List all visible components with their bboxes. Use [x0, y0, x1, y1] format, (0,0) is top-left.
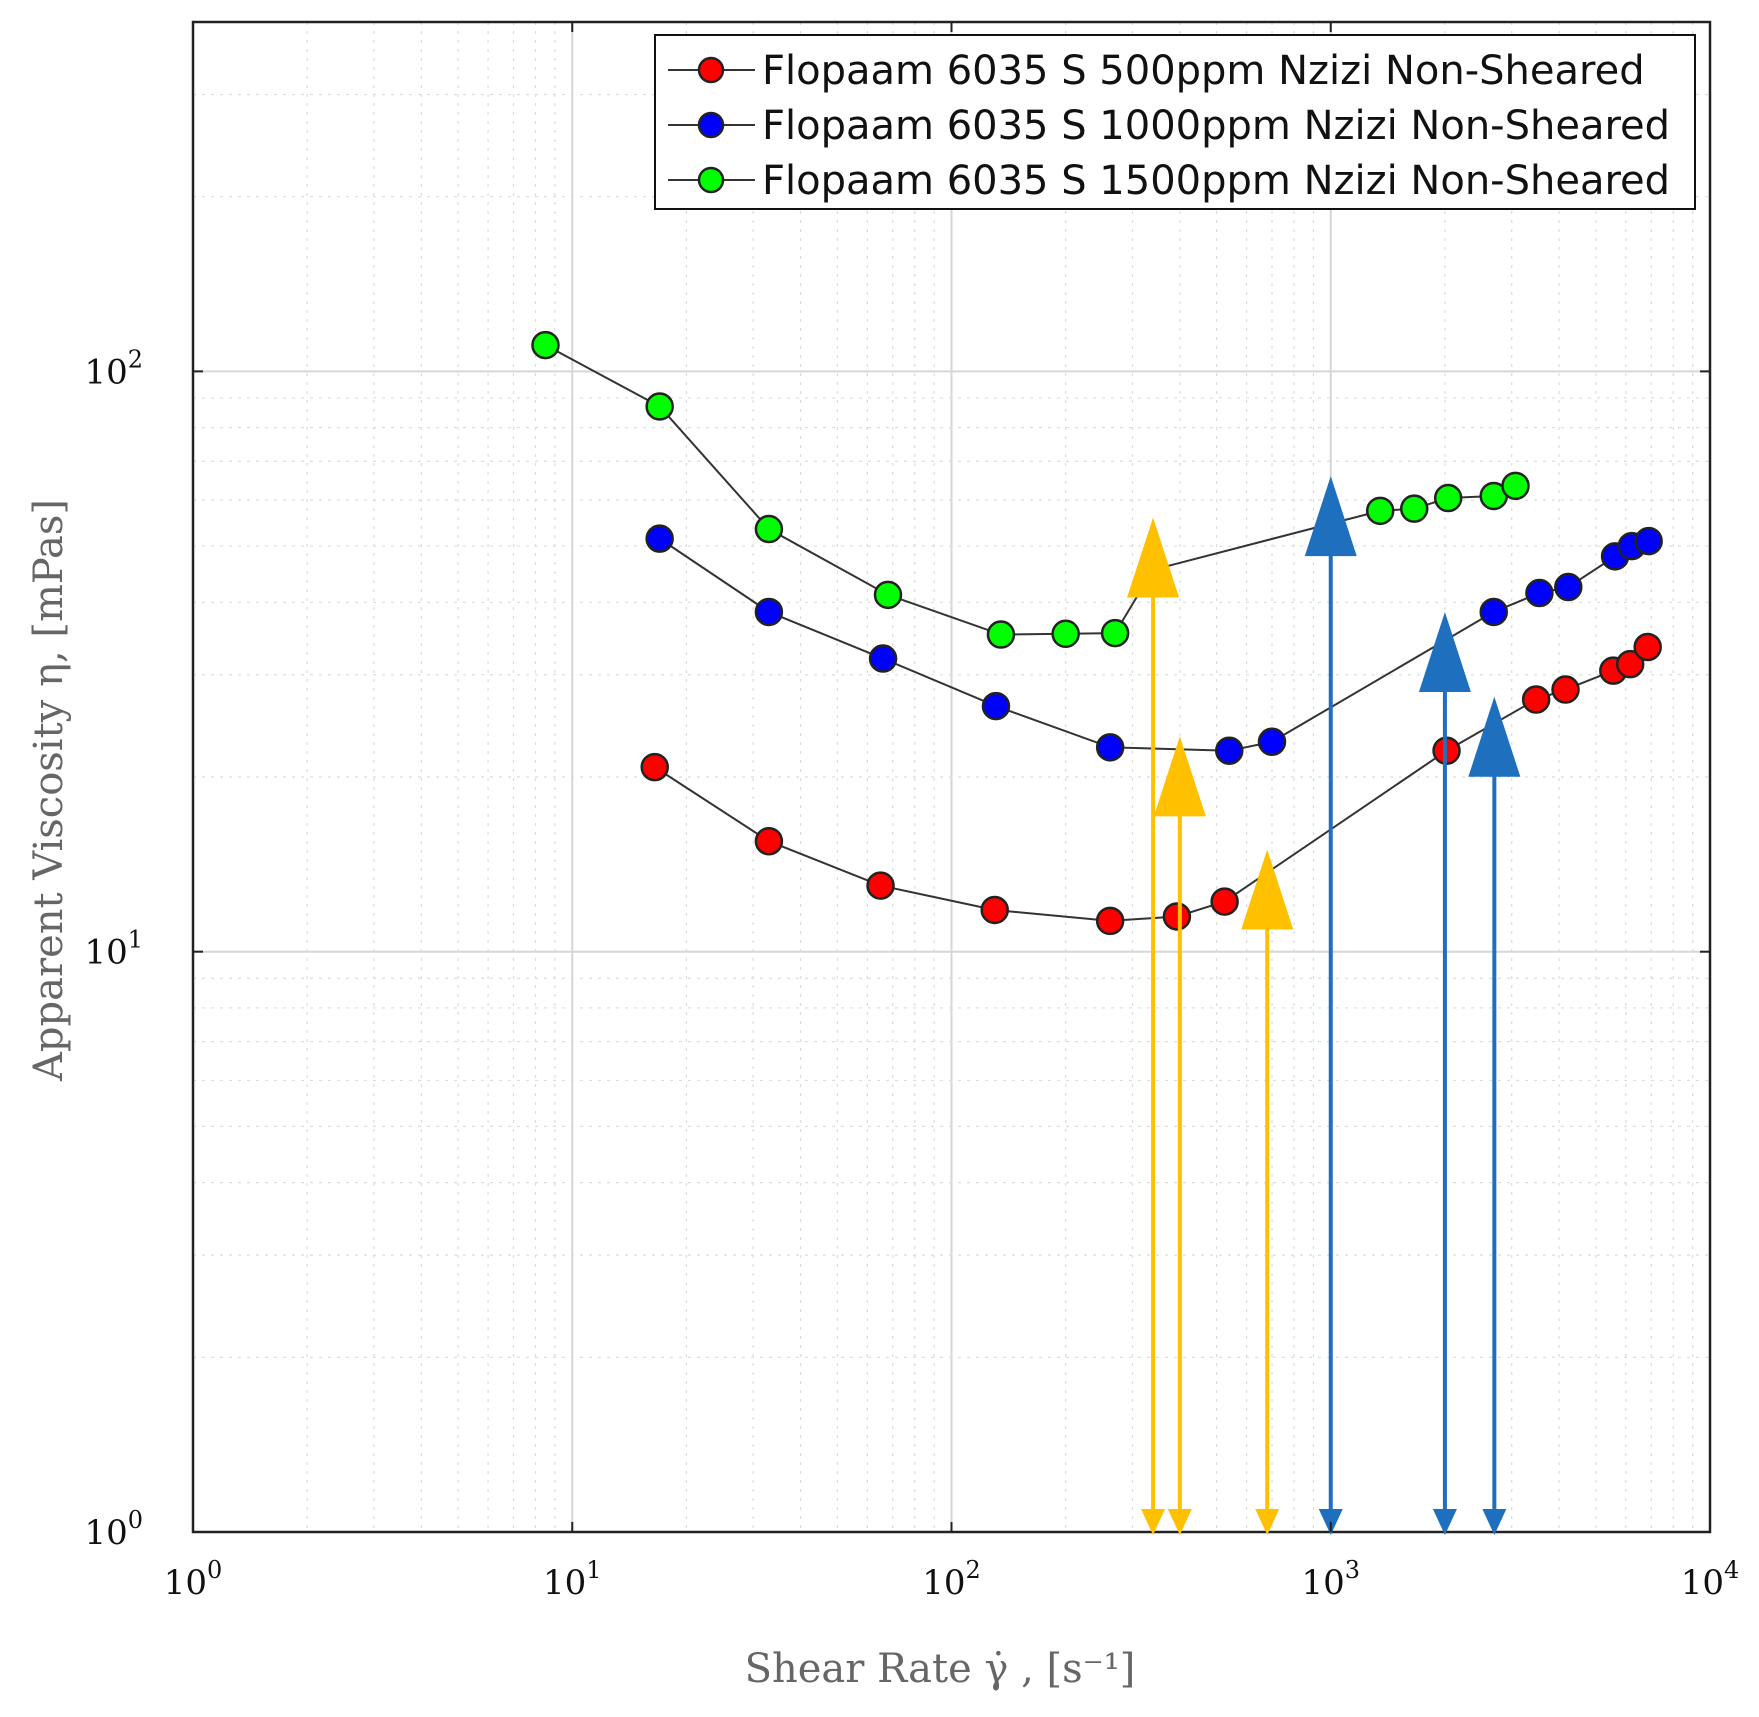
legend-label: Flopaam 6035 S 1500ppm Nzizi Non-Sheared [762, 158, 1670, 204]
arrow-head-up [1468, 696, 1521, 777]
x-tick-label: 101 [543, 1556, 602, 1603]
data-point [645, 524, 674, 553]
double-arrow-1 [1127, 517, 1180, 1535]
data-point [981, 691, 1011, 721]
data-point [1615, 649, 1645, 679]
data-point [531, 330, 560, 360]
series-2 [645, 524, 1663, 765]
legend-marker [697, 111, 725, 139]
x-tick-label: 102 [922, 1556, 981, 1603]
data-point [1051, 619, 1080, 649]
tick-labels: 100 101 102 103 104 100 101 102 [84, 22, 1739, 1603]
data-point [1433, 483, 1463, 513]
data-point [645, 392, 674, 421]
legend: Flopaam 6035 S 500ppm Nzizi Non-Sheared F… [654, 34, 1696, 210]
data-point [1257, 727, 1287, 757]
data-point [1162, 902, 1192, 931]
legend-label: Flopaam 6035 S 500ppm Nzizi Non-Sheared [762, 48, 1645, 94]
legend-box [654, 34, 1696, 210]
series-layer [531, 330, 1663, 936]
y-axis-label: Apparent Viscosity η, [mPas] [26, 499, 72, 1082]
data-point [754, 514, 784, 544]
legend-marker [697, 166, 725, 194]
data-point [986, 620, 1016, 649]
arrow-head-down [1141, 1509, 1166, 1535]
series-1 [640, 632, 1662, 936]
data-point [1554, 572, 1583, 602]
double-arrow-6 [1468, 696, 1521, 1535]
legend-label: Flopaam 6035 S 1000ppm Nzizi Non-Sheared [762, 103, 1670, 149]
data-point [1210, 887, 1239, 916]
double-arrow-2 [1153, 736, 1206, 1535]
data-point [980, 895, 1009, 925]
y-tick-label: 100 [84, 1506, 143, 1553]
legend-entry-3: Flopaam 6035 S 1500ppm Nzizi Non-Sheared [668, 158, 1670, 204]
arrow-head-up [1418, 611, 1471, 692]
legend-marker [697, 56, 725, 84]
data-point [1521, 685, 1551, 714]
data-point [1100, 618, 1130, 648]
data-point [1095, 906, 1125, 936]
double-arrow-3 [1241, 849, 1294, 1535]
data-point [1551, 675, 1580, 704]
data-point [1634, 526, 1663, 556]
arrow-head-down [1167, 1509, 1192, 1535]
y-tick-label: 101 [84, 926, 143, 973]
series-3 [531, 330, 1530, 649]
data-point [1479, 597, 1508, 627]
arrow-head-up [1153, 736, 1206, 817]
legend-entry-1: Flopaam 6035 S 500ppm Nzizi Non-Sheared [668, 48, 1645, 94]
arrow-head-up [1304, 476, 1357, 557]
double-arrow-5 [1418, 611, 1471, 1535]
data-point [1501, 471, 1530, 501]
x-tick-label: 100 [164, 1556, 223, 1603]
data-point [1525, 578, 1554, 608]
data-point [640, 752, 669, 782]
y-tick-label: 102 [84, 345, 143, 392]
data-point [1095, 733, 1125, 762]
arrow-head-up [1241, 849, 1294, 930]
data-point [868, 644, 898, 673]
legend-entry-2: Flopaam 6035 S 1000ppm Nzizi Non-Sheared [668, 103, 1670, 149]
data-point [873, 580, 903, 610]
arrow-annotations [1127, 476, 1521, 1535]
data-point [754, 597, 784, 627]
arrow-head-down [1255, 1509, 1280, 1535]
arrow-head-down [1482, 1509, 1507, 1535]
arrow-head-up [1127, 517, 1180, 598]
data-point [1633, 632, 1662, 662]
data-point [1365, 496, 1395, 526]
arrow-head-down [1432, 1509, 1457, 1535]
data-point [866, 871, 895, 900]
data-point [1399, 494, 1429, 523]
data-point [754, 826, 784, 856]
x-tick-label: 104 [1681, 1556, 1740, 1603]
x-axis-label: Shear Rate γ̇ , [s⁻¹] [745, 1646, 1136, 1692]
x-tick-label: 103 [1301, 1556, 1360, 1603]
data-point [1215, 736, 1244, 765]
